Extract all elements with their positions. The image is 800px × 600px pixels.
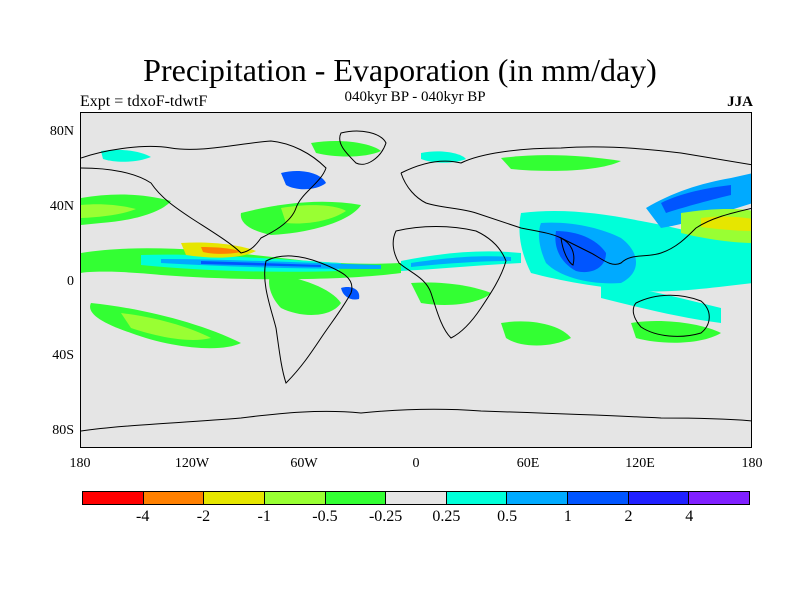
coastline-eurasia (400, 146, 751, 265)
contour-patch (411, 282, 491, 305)
colorbar-swatch (568, 492, 629, 504)
contour-patch (81, 204, 136, 218)
colorbar-label: -0.25 (368, 508, 403, 525)
coastline-greenland (339, 130, 387, 165)
coastline-australia (632, 294, 710, 337)
lon-label-180w: 180 (69, 456, 91, 471)
lat-label-40s: 40S (52, 348, 74, 363)
lon-label-60w: 60W (290, 456, 318, 471)
contour-patch (311, 140, 381, 157)
coastline-india (560, 237, 575, 266)
colorbar-swatch (83, 492, 144, 504)
lat-label-80n: 80N (49, 124, 74, 139)
coastline-south-america (264, 255, 353, 384)
coastlines (81, 130, 751, 432)
contour-patch (601, 283, 721, 323)
contour-fills (81, 140, 751, 349)
season-label: JJA (727, 94, 753, 110)
colorbar-swatch (264, 492, 326, 504)
contour-patch (201, 247, 241, 254)
colorbar-swatch (325, 492, 387, 504)
colorbar-label: -0.5 (312, 508, 338, 525)
lon-label-120e: 120E (625, 456, 655, 471)
colorbar-swatch (386, 492, 447, 504)
colorbar-label: -1 (257, 508, 271, 525)
contour-patch (661, 185, 731, 213)
contour-patch (341, 287, 360, 300)
lon-label-180e: 180 (741, 456, 763, 471)
plot-subtitle: 040kyr BP - 040kyr BP (344, 89, 486, 105)
colorbar (82, 491, 750, 505)
colorbar-label: 4 (685, 508, 694, 525)
contour-patch (201, 261, 321, 267)
lat-label-40n: 40N (49, 199, 74, 214)
lat-label-80s: 80S (52, 423, 74, 438)
contour-patch (701, 216, 751, 231)
precip-evap-map (81, 130, 751, 432)
contour-patch (281, 205, 346, 224)
colorbar-swatch (689, 492, 750, 504)
contour-patch (631, 321, 721, 343)
contour-patch (411, 256, 511, 267)
colorbar-label: 1 (563, 508, 572, 525)
colorbar-label: 2 (624, 508, 633, 525)
contour-patch (421, 151, 466, 163)
colorbar-swatch (204, 492, 265, 504)
colorbar-label: 0.5 (497, 508, 518, 525)
colorbar-swatch (446, 492, 508, 504)
colorbar-label: 0.25 (432, 508, 461, 525)
contour-patch (501, 155, 621, 171)
plot-title: Precipitation - Evaporation (in mm/day) (143, 52, 657, 88)
contour-patch (101, 149, 151, 162)
coastline-antarctica (81, 408, 751, 432)
lon-label-120w: 120W (174, 456, 210, 471)
colorbar-swatch (628, 492, 690, 504)
colorbar-swatch (143, 492, 205, 504)
colorbar-label: -2 (196, 508, 211, 525)
colorbar-label: -4 (136, 508, 150, 525)
experiment-label: Expt = tdxoF-tdwtF (80, 93, 208, 110)
contour-patch (269, 273, 341, 315)
lon-label-60e: 60E (516, 456, 540, 471)
coastline-africa (392, 226, 507, 339)
colorbar-swatch (507, 492, 569, 504)
contour-patch (121, 313, 211, 340)
coastline-north-america (81, 140, 327, 254)
contour-patch (281, 171, 326, 190)
contour-patch (501, 321, 571, 346)
map-panel (80, 112, 752, 448)
lon-label-0: 0 (412, 456, 420, 471)
lat-label-0: 0 (67, 274, 74, 289)
